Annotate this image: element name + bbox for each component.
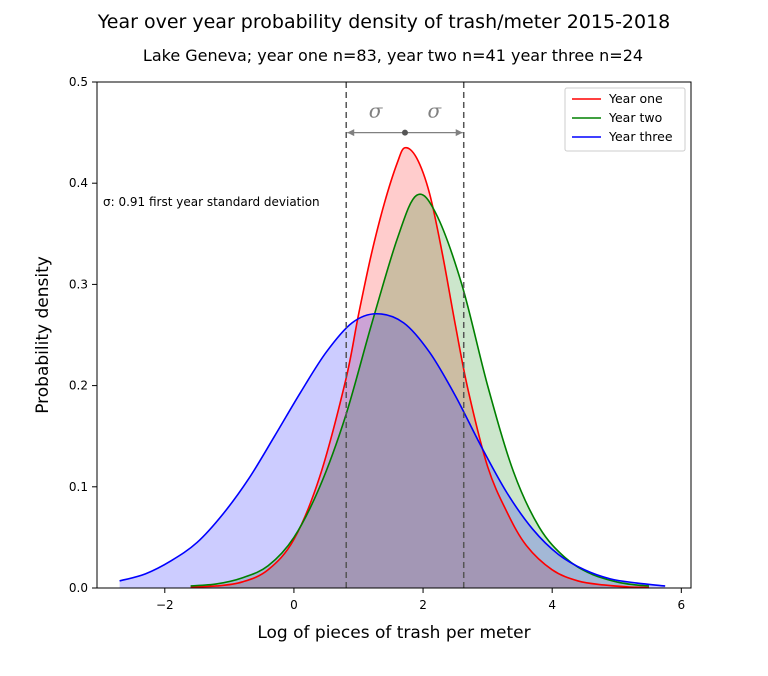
y-tick-label: 0.1 bbox=[69, 480, 88, 494]
legend-label-year-two: Year two bbox=[608, 110, 662, 125]
density-fill-year-two bbox=[190, 194, 650, 588]
density-fills bbox=[119, 147, 666, 589]
x-tick-label: −2 bbox=[156, 598, 174, 612]
sigma-arrowhead bbox=[347, 129, 355, 137]
x-axis-ticks: −2 0 2 4 6 bbox=[156, 588, 685, 612]
std-annotation: σ: 0.91 first year standard deviation bbox=[103, 195, 320, 209]
legend-label-year-three: Year three bbox=[608, 129, 673, 144]
y-tick-label: 0.0 bbox=[69, 581, 88, 595]
chart-subtitle: Lake Geneva; year one n=83, year two n=4… bbox=[143, 46, 643, 65]
density-lines bbox=[119, 146, 666, 589]
y-tick-label: 0.4 bbox=[69, 176, 88, 190]
density-line-year-one bbox=[190, 146, 650, 589]
mean-marker bbox=[401, 129, 408, 136]
x-axis-label: Log of pieces of trash per meter bbox=[257, 623, 530, 643]
y-axis-ticks: 0.0 0.1 0.2 0.3 0.4 0.5 bbox=[69, 75, 97, 595]
legend-label-year-one: Year one bbox=[608, 91, 663, 106]
x-tick-label: 0 bbox=[290, 598, 298, 612]
density-fill-year-three bbox=[119, 313, 666, 588]
x-tick-label: 4 bbox=[548, 598, 556, 612]
legend: Year one Year two Year three bbox=[564, 87, 686, 152]
y-axis-label: Probability density bbox=[33, 256, 53, 414]
x-tick-label: 2 bbox=[419, 598, 427, 612]
x-tick-label: 6 bbox=[677, 598, 685, 612]
y-tick-label: 0.3 bbox=[69, 277, 88, 291]
y-tick-label: 0.2 bbox=[69, 379, 88, 393]
chart-title: Year over year probability density of tr… bbox=[97, 11, 671, 33]
sigma-arrowhead bbox=[455, 129, 463, 137]
density-fill-year-one bbox=[190, 147, 650, 589]
legend-box bbox=[564, 87, 686, 152]
sigma-label: σ bbox=[369, 99, 384, 123]
plot-frame bbox=[96, 81, 692, 589]
y-tick-label: 0.5 bbox=[69, 75, 88, 89]
sigma-label: σ bbox=[428, 99, 443, 123]
density-line-year-three bbox=[119, 312, 666, 587]
